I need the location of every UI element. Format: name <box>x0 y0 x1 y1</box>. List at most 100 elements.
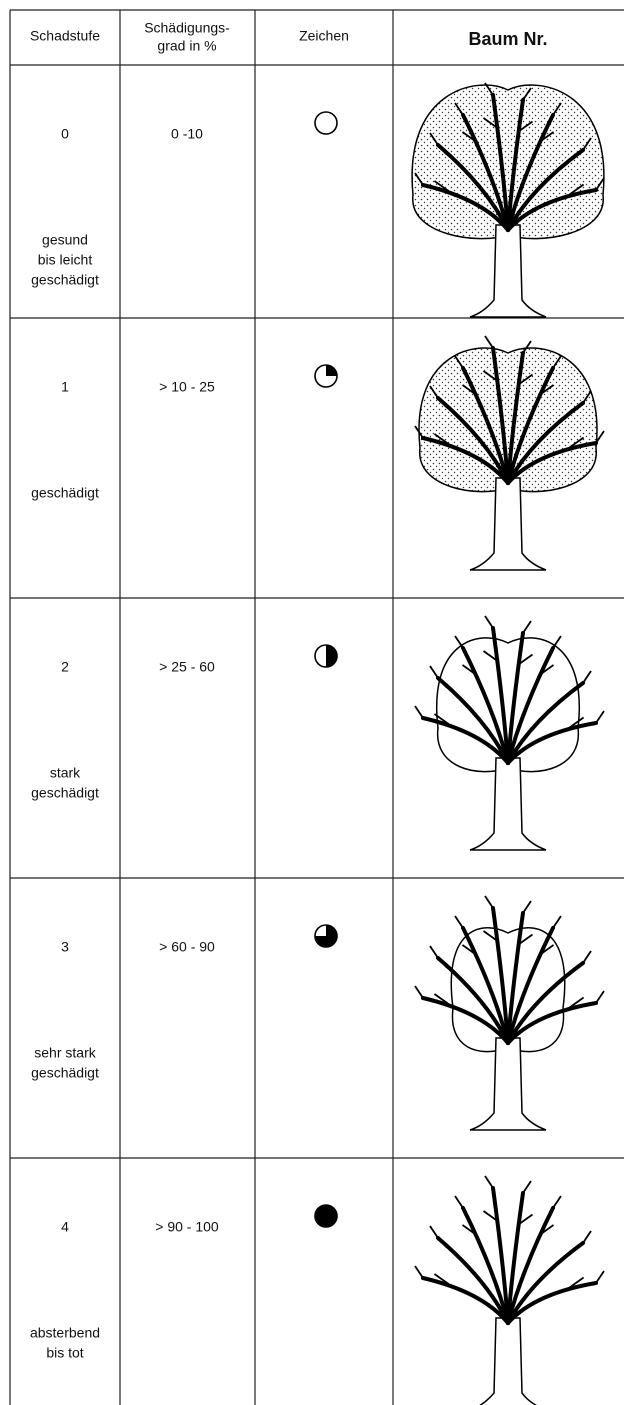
description: geschädigt <box>31 1065 99 1081</box>
tree-illustration <box>414 1175 605 1405</box>
twig <box>414 1265 450 1285</box>
twig <box>414 705 450 725</box>
level: 2 <box>61 659 69 675</box>
branch <box>461 1206 510 1325</box>
twig <box>482 895 499 942</box>
branch <box>421 716 510 765</box>
range: > 60 - 90 <box>159 939 215 955</box>
twig <box>538 635 562 676</box>
description: geschädigt <box>31 485 99 501</box>
range: > 90 - 100 <box>155 1219 219 1235</box>
twig <box>454 1195 478 1236</box>
twig <box>482 335 499 382</box>
level: 1 <box>61 379 69 395</box>
description: absterbend <box>30 1325 100 1341</box>
twig <box>517 1180 534 1226</box>
twig <box>482 82 499 129</box>
twig <box>429 945 460 977</box>
header-cell: Zeichen <box>299 28 349 44</box>
twig <box>569 990 605 1009</box>
twig <box>454 635 478 676</box>
branch <box>491 1186 510 1325</box>
branch <box>506 1281 598 1325</box>
trunk <box>469 1037 547 1131</box>
twig <box>569 710 605 729</box>
range: > 10 - 25 <box>159 379 215 395</box>
twig <box>517 900 534 946</box>
branch <box>491 93 510 232</box>
symbol-fill <box>315 925 337 947</box>
twig <box>454 915 478 956</box>
tree-illustration <box>411 82 605 318</box>
branch <box>506 721 598 765</box>
branch <box>436 956 510 1045</box>
twig <box>559 1230 592 1261</box>
branch <box>436 1236 510 1325</box>
twig <box>559 670 592 701</box>
twig <box>538 1195 562 1236</box>
twig <box>559 137 592 168</box>
range: > 25 - 60 <box>159 659 215 675</box>
crown <box>435 637 581 773</box>
branch <box>506 188 598 232</box>
branch <box>506 911 525 1045</box>
branch <box>506 926 555 1045</box>
twig <box>429 665 460 697</box>
tree-illustration <box>414 895 605 1131</box>
grid <box>9 9 624 1405</box>
level: 0 <box>61 126 69 142</box>
header-cell: grad in % <box>157 38 216 54</box>
branch <box>491 906 510 1045</box>
level: 3 <box>61 939 69 955</box>
damage-symbol <box>314 364 338 388</box>
twig <box>538 355 562 396</box>
tree-illustration <box>414 335 605 571</box>
trunk <box>469 757 547 851</box>
twig <box>482 1175 499 1222</box>
twig <box>429 385 460 417</box>
twig <box>482 615 499 662</box>
twig <box>454 102 478 143</box>
damage-symbol <box>314 111 338 135</box>
twig <box>569 430 605 449</box>
branch <box>421 996 510 1045</box>
twig <box>538 102 562 143</box>
branch <box>506 1191 525 1325</box>
symbol-fill <box>326 365 337 376</box>
symbol-fill <box>326 645 337 667</box>
branch <box>461 113 510 232</box>
twig <box>517 620 534 666</box>
branch <box>506 631 525 765</box>
branch <box>491 346 510 485</box>
description: stark <box>50 765 81 781</box>
branch <box>506 351 525 485</box>
branch <box>461 646 510 765</box>
description: bis tot <box>46 1345 83 1361</box>
branch <box>421 436 510 485</box>
branch <box>506 366 555 485</box>
description: geschädigt <box>31 785 99 801</box>
crown <box>450 927 566 1053</box>
branch <box>506 1206 555 1325</box>
twig <box>414 425 450 445</box>
trunk <box>469 477 547 571</box>
twig <box>569 1270 605 1289</box>
branch <box>506 113 555 232</box>
description: gesund <box>42 232 88 248</box>
description: geschädigt <box>31 272 99 288</box>
branch <box>506 646 555 765</box>
branch <box>421 1276 510 1325</box>
branch <box>461 926 510 1045</box>
branch <box>506 441 598 485</box>
damage-symbol <box>314 1204 338 1228</box>
branch <box>436 396 510 485</box>
twig <box>414 172 450 192</box>
description: bis leicht <box>38 252 93 268</box>
branch <box>506 98 525 232</box>
twig <box>569 177 605 196</box>
header-cell: Schädigungs- <box>144 20 230 36</box>
trunk <box>479 1317 538 1405</box>
damage-symbol <box>314 644 338 668</box>
damage-symbol <box>314 924 338 948</box>
